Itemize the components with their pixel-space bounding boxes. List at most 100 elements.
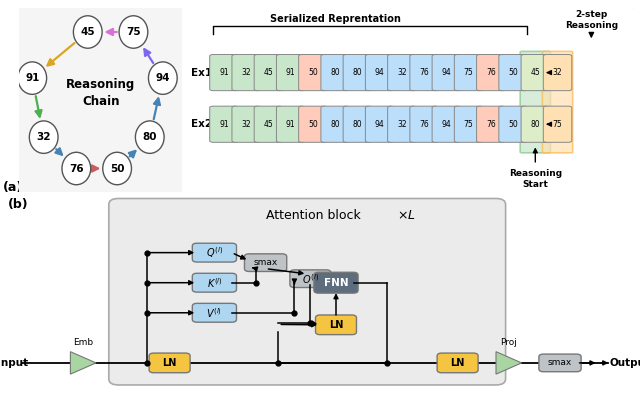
- FancyBboxPatch shape: [543, 51, 573, 153]
- FancyBboxPatch shape: [477, 55, 505, 91]
- Text: 91: 91: [286, 120, 296, 129]
- FancyBboxPatch shape: [343, 106, 372, 142]
- Text: Input: Input: [0, 358, 28, 368]
- Text: Output: Output: [610, 358, 640, 368]
- Text: Reasoning
Start: Reasoning Start: [509, 168, 562, 188]
- Text: 32: 32: [397, 120, 406, 129]
- FancyBboxPatch shape: [321, 55, 349, 91]
- Circle shape: [119, 16, 148, 48]
- Text: 94: 94: [442, 68, 451, 77]
- FancyBboxPatch shape: [454, 106, 483, 142]
- FancyBboxPatch shape: [539, 354, 581, 372]
- Text: smax: smax: [548, 358, 572, 367]
- FancyBboxPatch shape: [410, 55, 438, 91]
- Text: 45: 45: [264, 120, 273, 129]
- FancyBboxPatch shape: [432, 106, 461, 142]
- Text: Reasoning
Chain: Reasoning Chain: [66, 78, 136, 108]
- FancyBboxPatch shape: [276, 55, 305, 91]
- Circle shape: [74, 16, 102, 48]
- FancyBboxPatch shape: [521, 106, 550, 142]
- Text: $K^{(l)}$: $K^{(l)}$: [207, 276, 222, 290]
- Text: 75: 75: [464, 120, 474, 129]
- Text: FNN: FNN: [324, 278, 348, 288]
- Text: $Q^{(l)}$: $Q^{(l)}$: [206, 245, 223, 260]
- Text: smax: smax: [253, 258, 278, 267]
- FancyBboxPatch shape: [244, 254, 287, 271]
- Text: 2-step
Reasoning: 2-step Reasoning: [564, 10, 618, 30]
- FancyBboxPatch shape: [180, 6, 638, 196]
- FancyBboxPatch shape: [499, 106, 527, 142]
- Text: 32: 32: [36, 132, 51, 142]
- Text: 76: 76: [419, 68, 429, 77]
- Text: 80: 80: [353, 68, 362, 77]
- FancyBboxPatch shape: [254, 106, 283, 142]
- Text: $O^{(l)}$: $O^{(l)}$: [302, 272, 319, 286]
- FancyBboxPatch shape: [365, 55, 394, 91]
- Text: 76: 76: [69, 164, 84, 174]
- FancyBboxPatch shape: [210, 106, 238, 142]
- FancyBboxPatch shape: [543, 55, 572, 91]
- Text: Emb: Emb: [73, 338, 93, 346]
- Text: 75: 75: [553, 120, 563, 129]
- FancyBboxPatch shape: [520, 51, 550, 153]
- FancyBboxPatch shape: [290, 270, 331, 288]
- FancyBboxPatch shape: [388, 106, 416, 142]
- FancyBboxPatch shape: [299, 106, 327, 142]
- FancyBboxPatch shape: [314, 272, 358, 293]
- Text: 76: 76: [486, 120, 496, 129]
- Circle shape: [18, 62, 47, 94]
- Text: LN: LN: [451, 358, 465, 368]
- Text: 80: 80: [353, 120, 362, 129]
- FancyBboxPatch shape: [316, 315, 356, 334]
- Text: 50: 50: [508, 68, 518, 77]
- FancyBboxPatch shape: [543, 106, 572, 142]
- Text: 80: 80: [330, 68, 340, 77]
- Text: 32: 32: [241, 68, 251, 77]
- Text: 94: 94: [375, 120, 385, 129]
- Text: (b): (b): [8, 198, 28, 211]
- Text: 91: 91: [286, 68, 296, 77]
- Text: Ex2:: Ex2:: [191, 119, 216, 129]
- FancyBboxPatch shape: [454, 55, 483, 91]
- Text: 45: 45: [531, 68, 540, 77]
- Text: 80: 80: [143, 132, 157, 142]
- Text: Attention block: Attention block: [266, 209, 361, 222]
- FancyBboxPatch shape: [365, 106, 394, 142]
- Text: 91: 91: [25, 73, 40, 83]
- Text: 76: 76: [486, 68, 496, 77]
- FancyBboxPatch shape: [343, 55, 372, 91]
- FancyBboxPatch shape: [109, 198, 506, 385]
- Text: (a): (a): [3, 181, 24, 194]
- FancyBboxPatch shape: [321, 106, 349, 142]
- FancyBboxPatch shape: [499, 55, 527, 91]
- FancyBboxPatch shape: [299, 55, 327, 91]
- FancyBboxPatch shape: [14, 2, 188, 198]
- Text: 45: 45: [81, 27, 95, 37]
- Text: 91: 91: [219, 68, 228, 77]
- Text: LN: LN: [329, 320, 343, 330]
- FancyBboxPatch shape: [432, 55, 461, 91]
- FancyBboxPatch shape: [388, 55, 416, 91]
- Text: 94: 94: [442, 120, 451, 129]
- Text: 94: 94: [156, 73, 170, 83]
- Text: 75: 75: [464, 68, 474, 77]
- Circle shape: [62, 152, 91, 185]
- Circle shape: [136, 121, 164, 153]
- Text: Ex1:: Ex1:: [191, 68, 216, 77]
- Text: 50: 50: [110, 164, 124, 174]
- Text: 50: 50: [308, 68, 318, 77]
- FancyBboxPatch shape: [276, 106, 305, 142]
- Text: 75: 75: [126, 27, 141, 37]
- Text: LN: LN: [163, 358, 177, 368]
- FancyBboxPatch shape: [521, 55, 550, 91]
- Circle shape: [29, 121, 58, 153]
- Text: $V^{(l)}$: $V^{(l)}$: [206, 306, 223, 320]
- Text: Serialized Reprentation: Serialized Reprentation: [270, 14, 401, 24]
- FancyBboxPatch shape: [210, 55, 238, 91]
- Circle shape: [103, 152, 131, 185]
- Polygon shape: [70, 352, 96, 374]
- Text: 94: 94: [375, 68, 385, 77]
- Text: 32: 32: [241, 120, 251, 129]
- Circle shape: [148, 62, 177, 94]
- FancyBboxPatch shape: [193, 303, 237, 322]
